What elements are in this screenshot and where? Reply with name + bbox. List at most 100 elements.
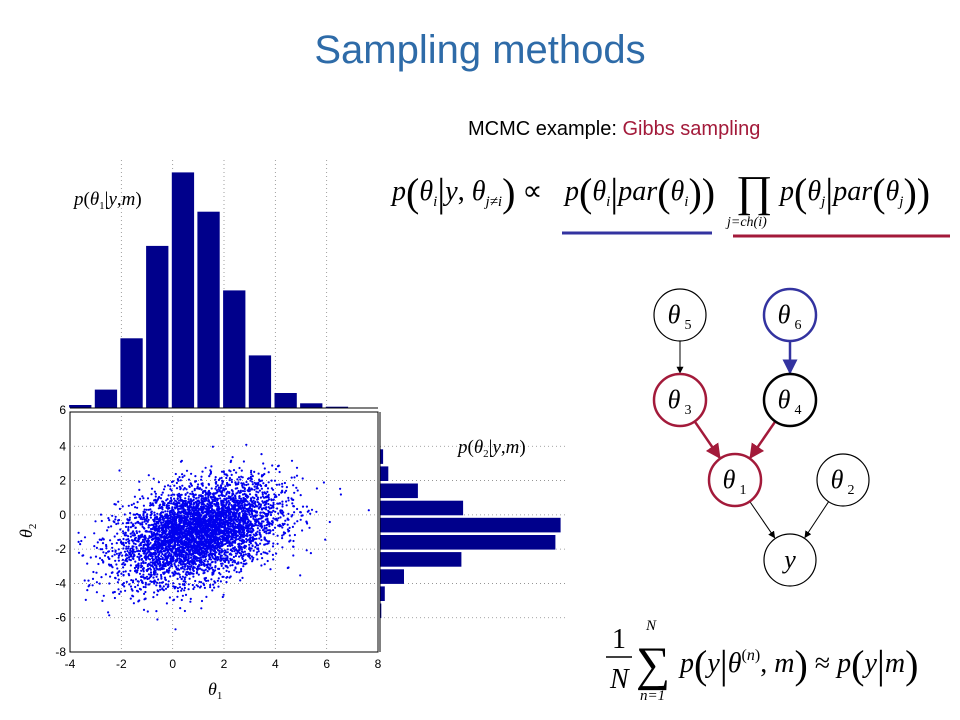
scatter-point	[204, 556, 207, 559]
scatter-point	[117, 554, 120, 557]
scatter-point	[179, 488, 182, 491]
scatter-point	[135, 531, 139, 535]
scatter-point	[117, 522, 120, 525]
scatter-point	[186, 532, 189, 535]
scatter-point	[234, 523, 237, 526]
scatter-point	[230, 459, 233, 462]
scatter-point	[160, 534, 163, 537]
scatter-point	[114, 559, 117, 562]
scatter-point	[231, 492, 234, 495]
scatter-point	[156, 512, 159, 515]
scatter-point	[305, 505, 308, 508]
scatter-point	[203, 543, 206, 546]
scatter-point	[206, 527, 209, 530]
scatter-point	[284, 532, 287, 535]
scatter-point	[158, 581, 161, 584]
scatter-point	[113, 503, 116, 506]
scatter-point	[163, 541, 167, 544]
scatter-point	[187, 565, 190, 568]
scatter-point	[254, 483, 257, 486]
scatter-point	[229, 508, 232, 511]
scatter-point	[157, 539, 160, 543]
scatter-point	[175, 525, 178, 528]
scatter-point	[113, 553, 116, 556]
scatter-point	[113, 535, 116, 538]
scatter-point	[251, 544, 254, 547]
scatter-point	[253, 470, 256, 473]
scatter-point	[121, 522, 124, 525]
scatter-point	[141, 540, 144, 544]
scatter-point	[182, 570, 185, 573]
scatter-point	[202, 508, 205, 511]
scatter-point	[220, 535, 223, 538]
scatter-point	[184, 493, 187, 496]
scatter-point	[184, 554, 187, 557]
scatter-point	[125, 545, 128, 548]
scatter-point	[101, 599, 104, 603]
scatter-point	[256, 527, 259, 530]
scatter-point	[230, 515, 233, 518]
scatter-point	[234, 561, 237, 564]
scatter-point	[218, 529, 221, 532]
scatter-point	[179, 532, 182, 535]
scatter-point	[227, 506, 230, 509]
scatter-point	[134, 526, 137, 529]
scatter-point	[207, 563, 210, 566]
scatter-point	[126, 547, 130, 550]
scatter-point	[163, 523, 166, 526]
scatter-point	[266, 490, 269, 493]
scatter-point	[197, 520, 201, 523]
scatter-point	[214, 476, 217, 479]
scatter-point	[246, 500, 249, 503]
scatter-point	[237, 549, 240, 553]
scatter-point	[170, 500, 173, 503]
scatter-point	[265, 518, 269, 521]
scatter-point	[228, 528, 232, 531]
scatter-point	[339, 493, 342, 496]
scatter-point	[183, 589, 186, 592]
scatter-point	[127, 538, 130, 541]
scatter-point	[203, 547, 206, 550]
scatter-point	[188, 511, 191, 515]
scatter-point	[138, 488, 141, 491]
scatter-point	[189, 517, 192, 520]
scatter-point	[127, 545, 130, 548]
scatter-point	[228, 540, 231, 543]
scatter-point	[234, 515, 237, 518]
scatter-point	[175, 487, 179, 490]
scatter-point	[190, 541, 193, 544]
scatter-point	[119, 590, 122, 593]
scatter-point	[141, 581, 144, 585]
scatter-point	[157, 507, 160, 510]
scatter-point	[271, 523, 274, 526]
scatter-point	[141, 495, 144, 498]
scatter-point	[214, 497, 217, 500]
scatter-point	[127, 540, 130, 543]
scatter-point	[260, 564, 263, 567]
scatter-point	[204, 532, 207, 535]
scatter-point	[242, 562, 245, 565]
scatter-point	[166, 539, 169, 542]
scatter-point	[222, 567, 225, 570]
scatter-point	[138, 537, 141, 540]
scatter-point	[217, 494, 220, 497]
scatter-point	[149, 541, 152, 545]
scatter-point	[231, 558, 234, 561]
scatter-point	[116, 581, 119, 584]
scatter-point	[138, 587, 141, 591]
scatter-point	[147, 543, 150, 546]
scatter-point	[156, 521, 159, 524]
scatter-point	[165, 558, 169, 562]
scatter-point	[241, 482, 244, 486]
scatter-point	[95, 546, 98, 550]
scatter-point	[107, 556, 110, 559]
scatter-point	[199, 513, 202, 516]
scatter-point	[172, 519, 176, 522]
scatter-point	[237, 489, 240, 493]
scatter-point	[218, 549, 221, 553]
scatter-point	[237, 561, 240, 564]
scatter-point	[137, 521, 140, 525]
scatter-point	[212, 572, 215, 575]
scatter-point	[179, 479, 182, 482]
scatter-point	[123, 513, 126, 516]
